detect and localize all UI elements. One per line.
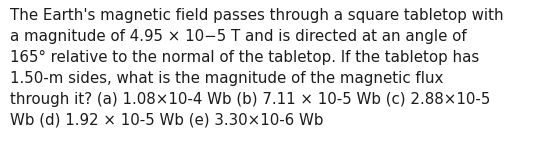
Text: The Earth's magnetic field passes through a square tabletop with
a magnitude of : The Earth's magnetic field passes throug… (10, 8, 504, 128)
